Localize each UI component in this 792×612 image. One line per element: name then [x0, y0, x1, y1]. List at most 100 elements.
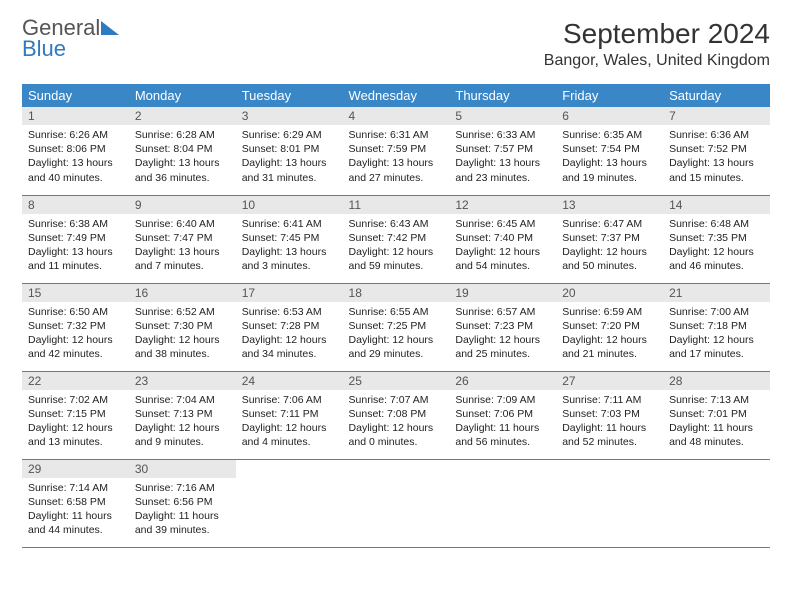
daylight-text: and 48 minutes.: [669, 435, 764, 449]
day-cell: 7Sunrise: 6:36 AMSunset: 7:52 PMDaylight…: [663, 107, 770, 195]
day-body: Sunrise: 7:16 AMSunset: 6:56 PMDaylight:…: [129, 478, 236, 541]
daylight-text: Daylight: 12 hours: [135, 421, 230, 435]
daylight-text: and 23 minutes.: [455, 171, 550, 185]
daylight-text: Daylight: 13 hours: [242, 245, 337, 259]
sunset-text: Sunset: 7:45 PM: [242, 231, 337, 245]
sunrise-text: Sunrise: 6:40 AM: [135, 217, 230, 231]
daylight-text: and 11 minutes.: [28, 259, 123, 273]
daylight-text: Daylight: 13 hours: [28, 245, 123, 259]
sunrise-text: Sunrise: 6:59 AM: [562, 305, 657, 319]
sunrise-text: Sunrise: 6:31 AM: [349, 128, 444, 142]
logo-line2: Blue: [22, 36, 66, 61]
daylight-text: Daylight: 11 hours: [135, 509, 230, 523]
day-number: 29: [22, 460, 129, 478]
day-number: 21: [663, 284, 770, 302]
daylight-text: Daylight: 13 hours: [455, 156, 550, 170]
day-body: Sunrise: 7:00 AMSunset: 7:18 PMDaylight:…: [663, 302, 770, 365]
day-body: Sunrise: 6:31 AMSunset: 7:59 PMDaylight:…: [343, 125, 450, 188]
sunrise-text: Sunrise: 6:36 AM: [669, 128, 764, 142]
day-body: Sunrise: 7:06 AMSunset: 7:11 PMDaylight:…: [236, 390, 343, 453]
logo: General Blue: [22, 18, 119, 60]
sunset-text: Sunset: 7:47 PM: [135, 231, 230, 245]
daylight-text: Daylight: 13 hours: [135, 245, 230, 259]
daylight-text: Daylight: 12 hours: [349, 333, 444, 347]
day-body: Sunrise: 6:28 AMSunset: 8:04 PMDaylight:…: [129, 125, 236, 188]
daylight-text: and 29 minutes.: [349, 347, 444, 361]
sunset-text: Sunset: 7:28 PM: [242, 319, 337, 333]
day-body: Sunrise: 6:26 AMSunset: 8:06 PMDaylight:…: [22, 125, 129, 188]
day-cell: 22Sunrise: 7:02 AMSunset: 7:15 PMDayligh…: [22, 371, 129, 459]
sunrise-text: Sunrise: 7:04 AM: [135, 393, 230, 407]
day-cell: 6Sunrise: 6:35 AMSunset: 7:54 PMDaylight…: [556, 107, 663, 195]
daylight-text: and 36 minutes.: [135, 171, 230, 185]
daylight-text: Daylight: 11 hours: [562, 421, 657, 435]
day-number: 30: [129, 460, 236, 478]
day-body: Sunrise: 7:14 AMSunset: 6:58 PMDaylight:…: [22, 478, 129, 541]
empty-cell: [236, 459, 343, 547]
week-row: 8Sunrise: 6:38 AMSunset: 7:49 PMDaylight…: [22, 195, 770, 283]
day-cell: 19Sunrise: 6:57 AMSunset: 7:23 PMDayligh…: [449, 283, 556, 371]
day-number: 5: [449, 107, 556, 125]
day-body: Sunrise: 6:38 AMSunset: 7:49 PMDaylight:…: [22, 214, 129, 277]
day-cell: 13Sunrise: 6:47 AMSunset: 7:37 PMDayligh…: [556, 195, 663, 283]
sunrise-text: Sunrise: 6:35 AM: [562, 128, 657, 142]
sunrise-text: Sunrise: 6:33 AM: [455, 128, 550, 142]
daylight-text: Daylight: 12 hours: [28, 333, 123, 347]
daylight-text: and 9 minutes.: [135, 435, 230, 449]
sunrise-text: Sunrise: 6:52 AM: [135, 305, 230, 319]
daylight-text: Daylight: 12 hours: [455, 333, 550, 347]
day-body: Sunrise: 6:55 AMSunset: 7:25 PMDaylight:…: [343, 302, 450, 365]
logo-triangle-icon: [101, 21, 119, 35]
daylight-text: Daylight: 13 hours: [562, 156, 657, 170]
day-number: 14: [663, 196, 770, 214]
sunrise-text: Sunrise: 7:02 AM: [28, 393, 123, 407]
sunrise-text: Sunrise: 6:28 AM: [135, 128, 230, 142]
day-number: 19: [449, 284, 556, 302]
day-number: 6: [556, 107, 663, 125]
daylight-text: and 52 minutes.: [562, 435, 657, 449]
daylight-text: and 42 minutes.: [28, 347, 123, 361]
daylight-text: Daylight: 13 hours: [669, 156, 764, 170]
sunrise-text: Sunrise: 7:06 AM: [242, 393, 337, 407]
sunset-text: Sunset: 8:04 PM: [135, 142, 230, 156]
daylight-text: and 38 minutes.: [135, 347, 230, 361]
sunset-text: Sunset: 7:15 PM: [28, 407, 123, 421]
day-body: Sunrise: 7:07 AMSunset: 7:08 PMDaylight:…: [343, 390, 450, 453]
dayname-sunday: Sunday: [22, 84, 129, 107]
day-cell: 15Sunrise: 6:50 AMSunset: 7:32 PMDayligh…: [22, 283, 129, 371]
sunset-text: Sunset: 7:37 PM: [562, 231, 657, 245]
day-cell: 29Sunrise: 7:14 AMSunset: 6:58 PMDayligh…: [22, 459, 129, 547]
day-body: Sunrise: 7:02 AMSunset: 7:15 PMDaylight:…: [22, 390, 129, 453]
sunset-text: Sunset: 6:56 PM: [135, 495, 230, 509]
sunrise-text: Sunrise: 6:26 AM: [28, 128, 123, 142]
sunset-text: Sunset: 7:11 PM: [242, 407, 337, 421]
daylight-text: Daylight: 12 hours: [669, 333, 764, 347]
daylight-text: and 17 minutes.: [669, 347, 764, 361]
sunrise-text: Sunrise: 6:55 AM: [349, 305, 444, 319]
day-cell: 17Sunrise: 6:53 AMSunset: 7:28 PMDayligh…: [236, 283, 343, 371]
sunset-text: Sunset: 7:52 PM: [669, 142, 764, 156]
daylight-text: and 4 minutes.: [242, 435, 337, 449]
sunset-text: Sunset: 7:42 PM: [349, 231, 444, 245]
sunrise-text: Sunrise: 7:11 AM: [562, 393, 657, 407]
day-cell: 2Sunrise: 6:28 AMSunset: 8:04 PMDaylight…: [129, 107, 236, 195]
daylight-text: Daylight: 12 hours: [28, 421, 123, 435]
day-cell: 26Sunrise: 7:09 AMSunset: 7:06 PMDayligh…: [449, 371, 556, 459]
day-cell: 28Sunrise: 7:13 AMSunset: 7:01 PMDayligh…: [663, 371, 770, 459]
empty-cell: [556, 459, 663, 547]
day-body: Sunrise: 6:40 AMSunset: 7:47 PMDaylight:…: [129, 214, 236, 277]
sunrise-text: Sunrise: 6:53 AM: [242, 305, 337, 319]
day-cell: 18Sunrise: 6:55 AMSunset: 7:25 PMDayligh…: [343, 283, 450, 371]
day-cell: 23Sunrise: 7:04 AMSunset: 7:13 PMDayligh…: [129, 371, 236, 459]
sunset-text: Sunset: 7:01 PM: [669, 407, 764, 421]
daylight-text: and 46 minutes.: [669, 259, 764, 273]
daylight-text: and 3 minutes.: [242, 259, 337, 273]
sunset-text: Sunset: 7:03 PM: [562, 407, 657, 421]
empty-cell: [663, 459, 770, 547]
header: General Blue September 2024 Bangor, Wale…: [22, 18, 770, 70]
week-row: 29Sunrise: 7:14 AMSunset: 6:58 PMDayligh…: [22, 459, 770, 547]
dayname-monday: Monday: [129, 84, 236, 107]
day-body: Sunrise: 6:36 AMSunset: 7:52 PMDaylight:…: [663, 125, 770, 188]
day-cell: 25Sunrise: 7:07 AMSunset: 7:08 PMDayligh…: [343, 371, 450, 459]
sunset-text: Sunset: 7:57 PM: [455, 142, 550, 156]
